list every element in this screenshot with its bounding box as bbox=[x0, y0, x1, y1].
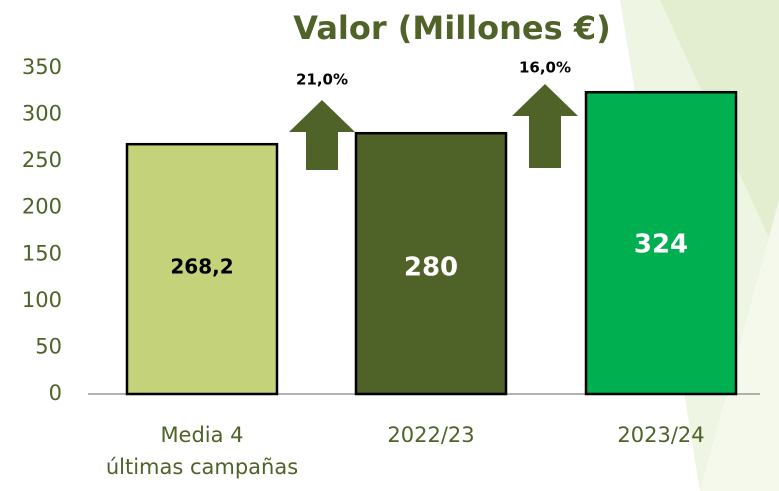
y-tick-label: 50 bbox=[35, 334, 62, 358]
y-tick-label: 250 bbox=[22, 148, 62, 172]
y-tick-label: 200 bbox=[22, 195, 62, 219]
x-tick-label: Media 4 últimas campañas bbox=[106, 423, 298, 479]
bar bbox=[354, 131, 508, 396]
x-tick-label-line: últimas campañas bbox=[106, 455, 298, 479]
y-tick-label: 0 bbox=[49, 381, 62, 405]
growth-label: 16,0% bbox=[519, 59, 571, 77]
value-label: 324 bbox=[634, 230, 688, 260]
bar bbox=[125, 142, 279, 396]
value-label: 268,2 bbox=[170, 255, 233, 279]
growth-label: 21,0% bbox=[296, 71, 348, 89]
x-tick-label: 2022/23 bbox=[387, 423, 474, 447]
value-label: 280 bbox=[404, 253, 458, 283]
y-tick-label: 300 bbox=[22, 102, 62, 126]
growth-arrow bbox=[512, 84, 578, 168]
growth-arrow bbox=[289, 100, 355, 170]
chart-title: Valor (Millones €) bbox=[293, 9, 610, 47]
y-tick-label: 100 bbox=[22, 288, 62, 312]
y-tick-label: 350 bbox=[22, 55, 62, 79]
x-tick-label: 2023/24 bbox=[617, 423, 704, 447]
bar bbox=[584, 90, 738, 396]
x-tick-label-line: Media 4 bbox=[160, 423, 243, 447]
background-shape bbox=[700, 200, 779, 491]
y-tick-label: 150 bbox=[22, 241, 62, 265]
